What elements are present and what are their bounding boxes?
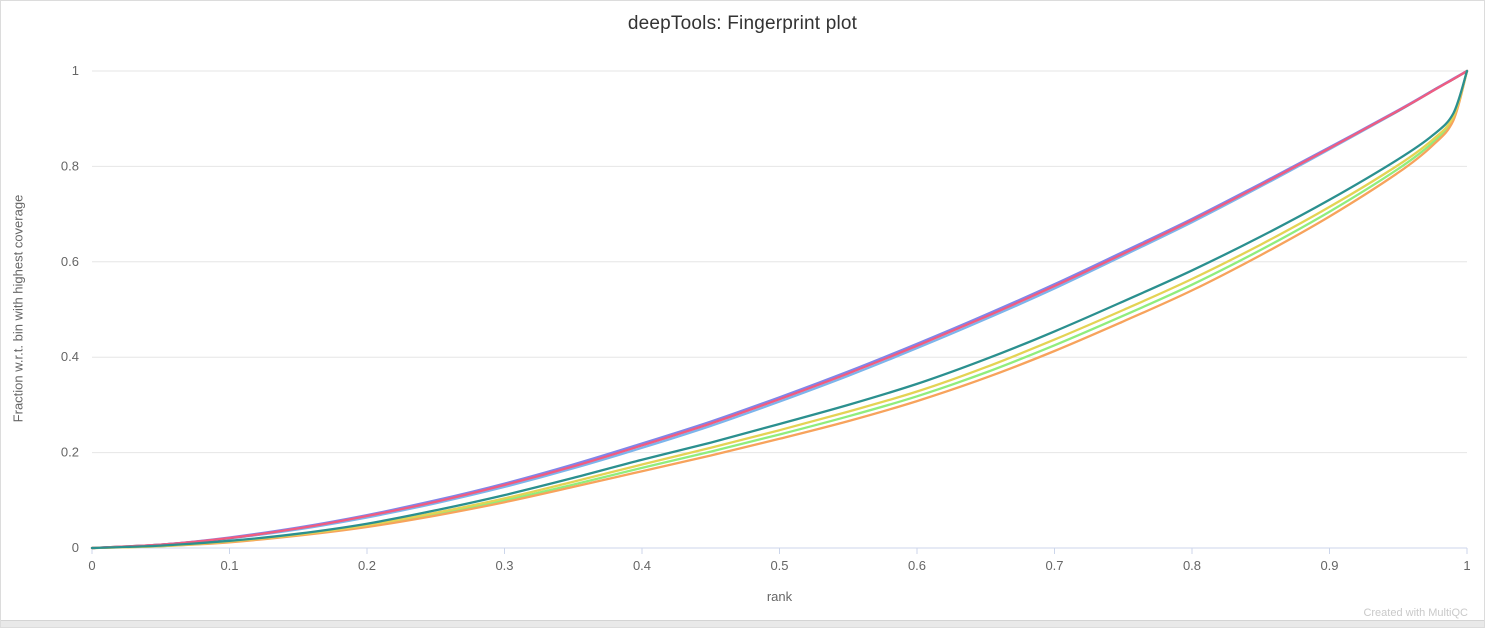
curve-series-6-pink[interactable] bbox=[90, 69, 1469, 550]
curve-series-3-light-green[interactable] bbox=[90, 69, 1469, 550]
bottom-divider-strip bbox=[1, 620, 1484, 627]
y-axis-title: Fraction w.r.t. bin with highest coverag… bbox=[10, 194, 26, 423]
x-tick-label-0.5: 0.5 bbox=[770, 558, 788, 573]
curve-series-4-orange[interactable] bbox=[90, 69, 1469, 550]
y-tick-label-0.2: 0.2 bbox=[61, 445, 79, 460]
y-tick-label-1: 1 bbox=[72, 63, 79, 78]
x-tick-label-0: 0 bbox=[88, 558, 95, 573]
x-tick-label-0.8: 0.8 bbox=[1183, 558, 1201, 573]
curve-series-2-dark-gray[interactable] bbox=[90, 69, 1469, 550]
y-tick-label-0.6: 0.6 bbox=[61, 254, 79, 269]
x-tick-label-0.3: 0.3 bbox=[495, 558, 513, 573]
x-axis-title: rank bbox=[766, 589, 793, 604]
x-tick-label-0.4: 0.4 bbox=[633, 558, 651, 573]
curve-series-1-light-blue[interactable] bbox=[90, 69, 1469, 550]
y-tick-label-0: 0 bbox=[72, 540, 79, 555]
created-with-multiqc-watermark: Created with MultiQC bbox=[1363, 607, 1468, 619]
y-tick-label-0.4: 0.4 bbox=[61, 349, 79, 364]
x-tick-label-0.7: 0.7 bbox=[1045, 558, 1063, 573]
x-tick-label-0.2: 0.2 bbox=[358, 558, 376, 573]
chart-title: deepTools: Fingerprint plot bbox=[627, 13, 858, 34]
x-tick-label-0.9: 0.9 bbox=[1320, 558, 1338, 573]
x-tick-label-0.6: 0.6 bbox=[908, 558, 926, 573]
curve-series-5-purple[interactable] bbox=[90, 69, 1469, 550]
curve-series-7-yellow[interactable] bbox=[90, 69, 1469, 550]
x-tick-label-1: 1 bbox=[1463, 558, 1470, 573]
x-tick-label-0.1: 0.1 bbox=[220, 558, 238, 573]
y-tick-label-0.8: 0.8 bbox=[61, 158, 79, 173]
curve-series-8-teal[interactable] bbox=[90, 69, 1469, 550]
